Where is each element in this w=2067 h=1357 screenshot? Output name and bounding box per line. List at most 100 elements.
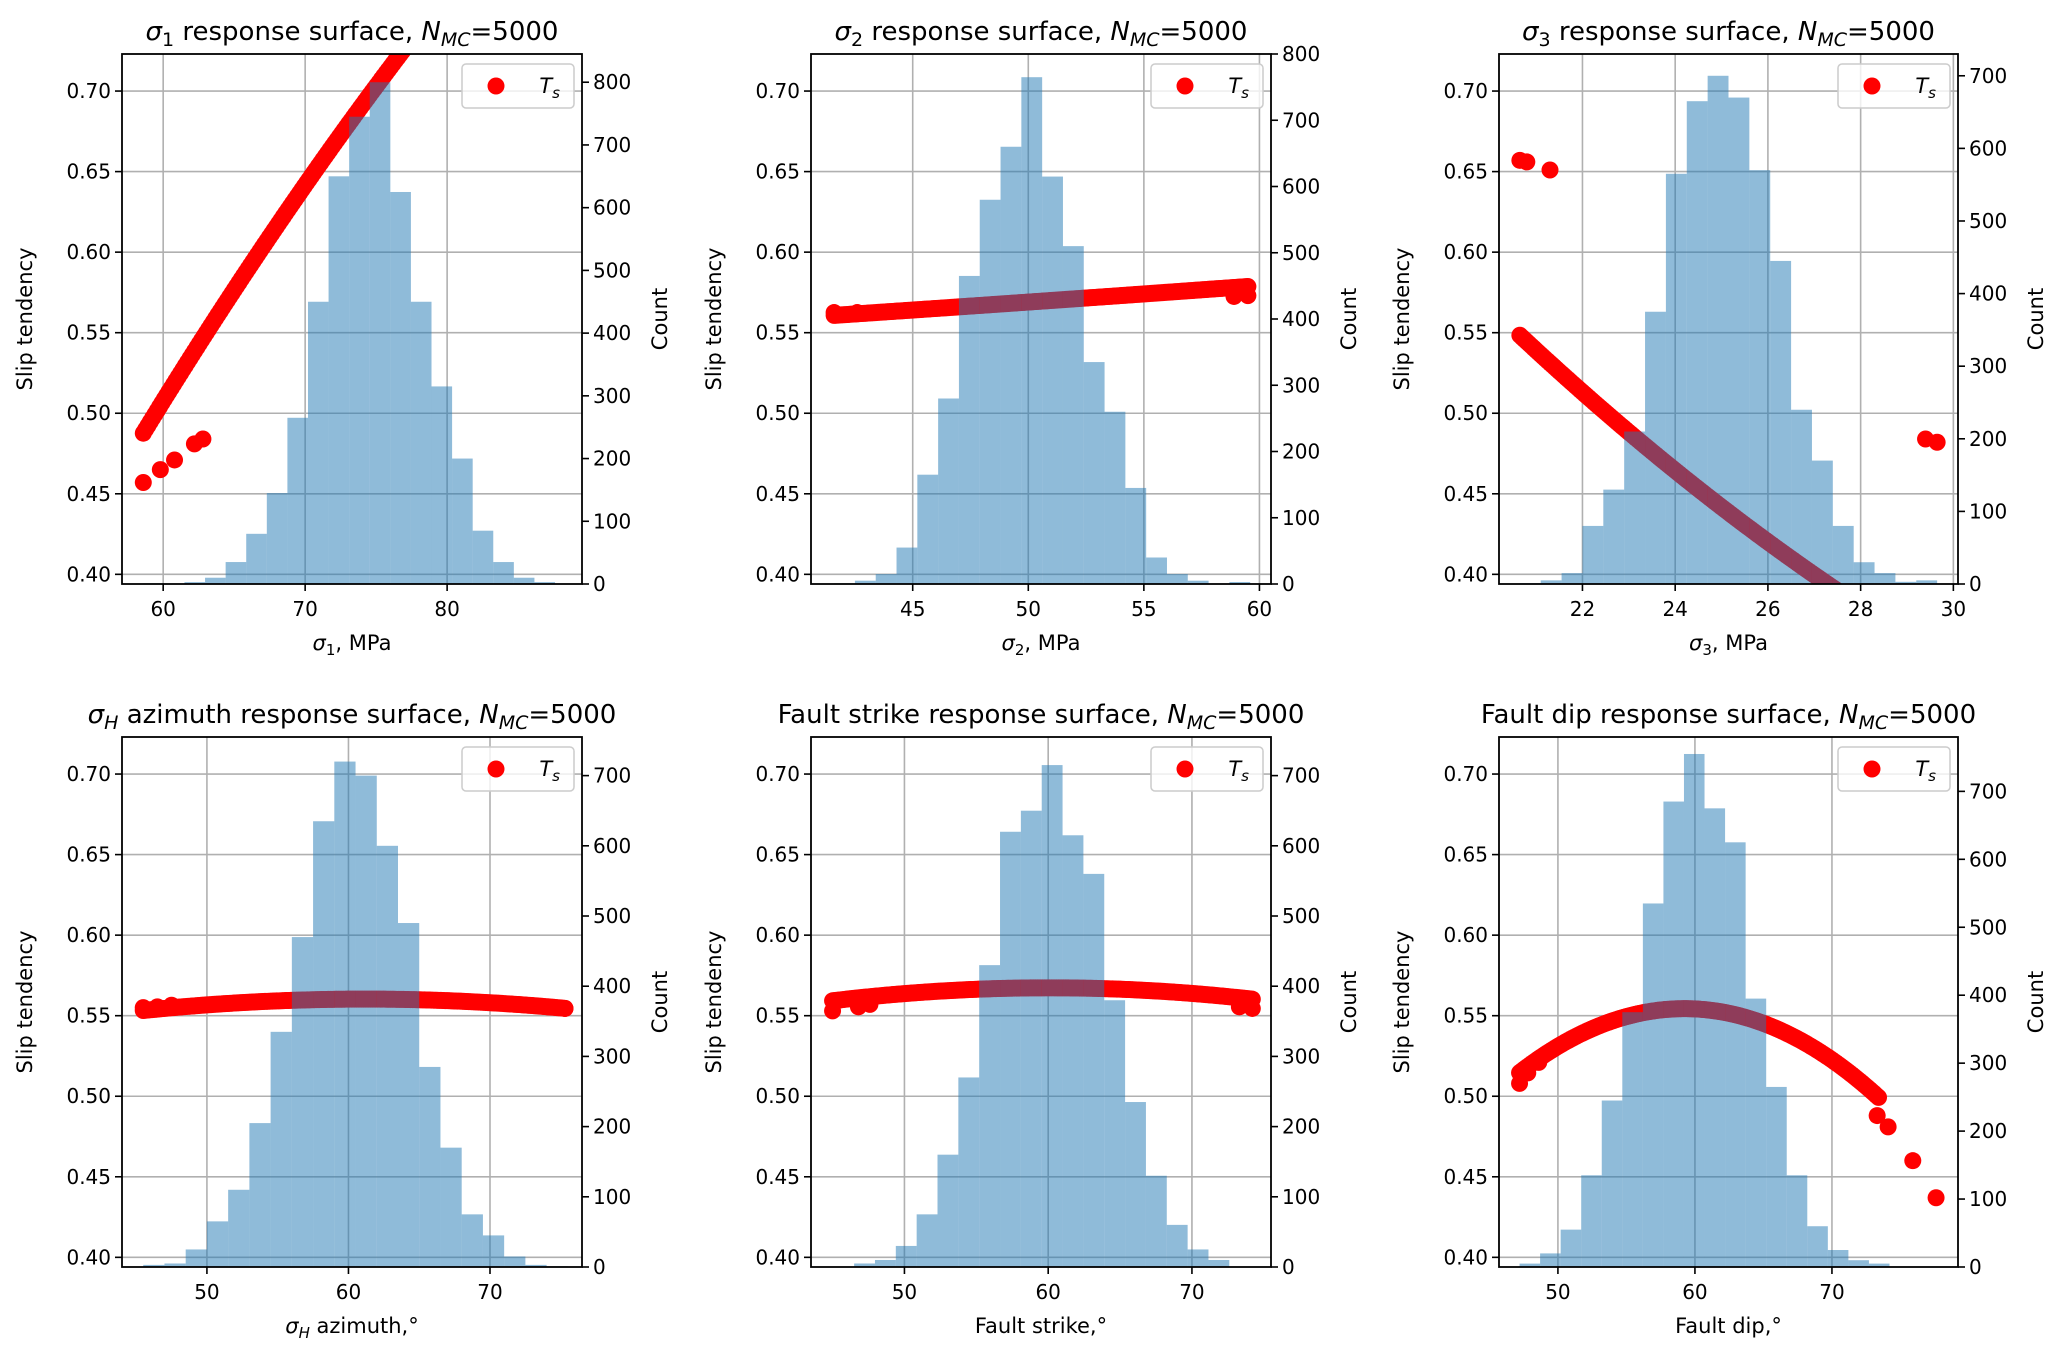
legend-marker <box>1863 77 1881 95</box>
y2-tick-label: 200 <box>1969 427 2007 451</box>
y-tick-label: 0.65 <box>1443 843 1488 867</box>
x-axis-label: σ3, MPa <box>1689 631 1768 659</box>
histogram-bar <box>246 533 267 584</box>
y2-tick-label: 0 <box>1282 1255 1295 1279</box>
y2-tick-label: 500 <box>1969 915 2007 939</box>
histogram-bar <box>1642 903 1664 1267</box>
histogram-bar <box>266 493 288 584</box>
histogram-bar <box>917 474 939 584</box>
histogram-bar <box>184 582 206 584</box>
histogram-bar <box>1745 998 1767 1267</box>
histogram-bar <box>1208 1259 1230 1267</box>
y2-tick-label: 200 <box>593 447 631 471</box>
axes-frame <box>121 736 583 1268</box>
histogram-bar <box>355 775 377 1267</box>
scatter-point <box>194 430 212 448</box>
scatter-point <box>1889 622 1906 639</box>
histogram-bar <box>896 547 918 584</box>
scatter-point <box>1922 641 1939 658</box>
histogram-bar <box>1601 1100 1623 1267</box>
y2-tick-label: 800 <box>593 70 631 94</box>
x-tick-label: 70 <box>1819 1280 1844 1304</box>
subplot-title: σ3 response surface, NMC=5000 <box>1522 17 1935 51</box>
y2-tick-label: 300 <box>593 384 631 408</box>
y2-tick-label: 300 <box>1969 1051 2007 1075</box>
x-axis-label: σH azimuth,° <box>285 1314 418 1342</box>
histogram-bar <box>1663 801 1684 1267</box>
y2-tick-label: 100 <box>1969 499 2007 523</box>
histogram-bar <box>1000 831 1021 1267</box>
y2-axis-label: Count <box>2024 288 2048 350</box>
scatter-point <box>1904 1152 1922 1170</box>
y2-axis-label: Count <box>2024 971 2048 1033</box>
y-tick-label: 0.55 <box>755 1004 800 1028</box>
legend-label: Ts <box>1915 757 1936 785</box>
y2-tick-label: 0 <box>1282 572 1295 596</box>
histogram-bar <box>1853 562 1875 584</box>
histogram-bar <box>1560 1229 1582 1267</box>
legend-marker <box>1176 760 1194 778</box>
y2-tick-label: 400 <box>593 974 631 998</box>
y2-tick-label: 400 <box>593 321 631 345</box>
axes-frame <box>810 736 1272 1268</box>
histogram-bar <box>1645 311 1666 584</box>
histogram-bar <box>1021 77 1043 584</box>
y2-tick-label: 600 <box>1969 136 2007 160</box>
y2-axis-label: Count <box>648 971 672 1033</box>
histogram-bar <box>390 191 411 584</box>
scatter-point <box>1230 998 1248 1016</box>
scatter-point <box>1519 1064 1537 1082</box>
subplot-sigma2: 45 50 55 60 0.40 0.45 0.50 0.55 0.60 0.65 0.70 0 100… <box>702 17 1361 659</box>
scatter-point <box>1873 611 1890 628</box>
histogram-bar <box>1146 557 1167 584</box>
histogram-bar <box>461 1214 483 1267</box>
y-tick-label: 0.60 <box>755 240 800 264</box>
x-axis-label: σ1, MPa <box>313 631 392 659</box>
x-tick-label: 80 <box>434 597 459 621</box>
histogram-bar <box>513 577 535 584</box>
scatter-point <box>1919 640 1936 657</box>
x-tick-label: 50 <box>194 1280 219 1304</box>
histogram-bar <box>1749 170 1771 584</box>
histogram-bar <box>1000 146 1022 584</box>
y-tick-label: 0.60 <box>1443 240 1488 264</box>
scatter-point <box>861 995 879 1013</box>
y2-tick-label: 500 <box>1282 904 1320 928</box>
y2-tick-label: 700 <box>593 764 631 788</box>
legend-marker <box>487 760 505 778</box>
histogram-bar <box>482 1235 505 1267</box>
scatter-point <box>436 0 453 6</box>
histogram-bar <box>916 1214 938 1267</box>
y-tick-label: 0.55 <box>1443 321 1488 345</box>
histogram-bar <box>979 965 1001 1267</box>
histogram-bar <box>1042 176 1063 584</box>
scatter-point <box>1926 644 1943 661</box>
histogram-bar <box>1707 75 1729 584</box>
scatter-point <box>1892 623 1909 640</box>
histogram-bar <box>1581 1175 1602 1267</box>
scatter-point <box>438 0 455 3</box>
histogram-bar <box>1791 409 1812 584</box>
scatter-point <box>1887 620 1904 637</box>
legend-marker <box>1863 760 1881 778</box>
y-tick-label: 0.40 <box>755 1245 800 1269</box>
y2-tick-label: 200 <box>1282 1115 1320 1139</box>
scatter-point <box>427 0 444 17</box>
scatter-point <box>1868 1107 1886 1125</box>
histogram-bar <box>1540 1253 1561 1267</box>
y2-tick-label: 400 <box>1282 307 1320 331</box>
histogram-bar <box>472 530 494 584</box>
y-tick-label: 0.50 <box>66 1084 111 1108</box>
histogram-bar <box>895 1245 917 1267</box>
histogram-bar <box>419 1066 441 1267</box>
subplot-title: σ2 response surface, NMC=5000 <box>835 17 1248 51</box>
histogram-bar <box>1766 1086 1787 1267</box>
y2-tick-label: 400 <box>1969 282 2007 306</box>
y-axis-label: Slip tendency <box>702 930 726 1073</box>
scatter-point <box>1903 630 1920 647</box>
histogram-bar <box>205 577 226 584</box>
histogram-bar <box>1104 411 1126 584</box>
y-tick-label: 0.55 <box>1443 1004 1488 1028</box>
histogram-bar <box>1125 1102 1146 1267</box>
legend: Ts <box>461 63 575 109</box>
